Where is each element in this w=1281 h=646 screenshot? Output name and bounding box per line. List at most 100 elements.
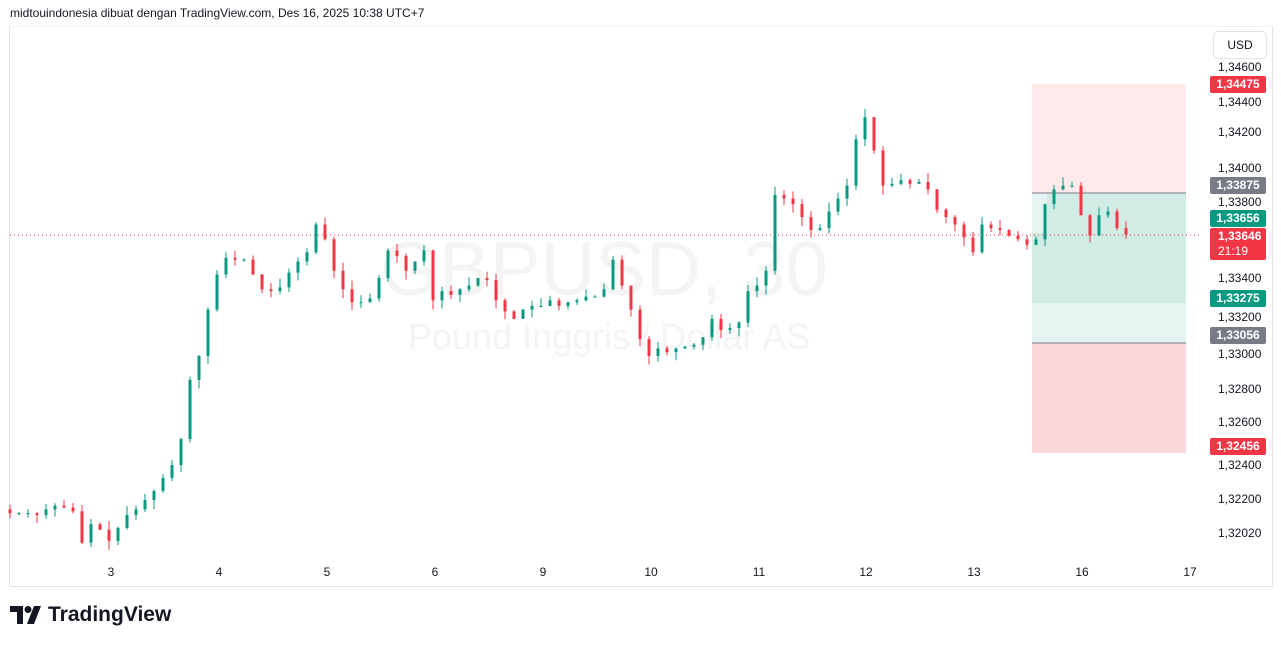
candle-down [80, 511, 84, 543]
y-tick: 1,32800 [1218, 382, 1262, 396]
y-tick: 1,32200 [1218, 492, 1262, 506]
bar-countdown: 21:19 [1218, 244, 1249, 258]
candle-down [485, 278, 489, 280]
x-tick: 12 [859, 565, 873, 579]
currency-button[interactable]: USD [1213, 31, 1267, 59]
x-tick: 9 [539, 565, 547, 579]
candle-down [944, 209, 948, 218]
candle-down [638, 309, 642, 340]
y-tick: 1,33800 [1218, 195, 1262, 209]
candle-up [188, 379, 192, 440]
candle-down [791, 198, 795, 205]
candles [8, 109, 1128, 550]
y-tick: 1,34400 [1218, 95, 1262, 109]
candle-up [899, 180, 903, 184]
candle-down [350, 289, 354, 303]
candle-down [341, 270, 345, 290]
candle-down [1025, 239, 1029, 245]
candle-up [476, 278, 480, 286]
candle-down [647, 339, 651, 356]
candle-up [368, 298, 372, 303]
y-tick: 1,34000 [1218, 161, 1262, 175]
candle-down [494, 280, 498, 301]
chart-header-text: midtouindonesia dibuat dengan TradingVie… [10, 6, 425, 20]
x-tick: 3 [107, 565, 115, 579]
candle-up [413, 261, 417, 271]
candle-up [980, 224, 984, 253]
candle-down [35, 513, 39, 515]
candle-up [683, 346, 687, 349]
candle-up [44, 509, 48, 515]
candle-up [836, 198, 840, 212]
candle-down [1007, 230, 1011, 236]
candle-down [989, 224, 993, 229]
candle-up [161, 477, 165, 491]
candle-up [521, 309, 525, 319]
candle-up [845, 185, 849, 199]
tradingview-logo[interactable]: TradingView [10, 603, 171, 627]
x-tick: 5 [323, 565, 331, 579]
x-tick: 10 [644, 565, 658, 579]
candle-up [134, 509, 138, 515]
candle-down [512, 311, 516, 319]
candle-down [953, 217, 957, 225]
candle-up [701, 337, 705, 345]
stop-zone [1032, 343, 1186, 453]
x-tick: 6 [431, 565, 439, 579]
candle-up [386, 250, 390, 279]
candle-down [872, 117, 876, 151]
y-tick: 1,32400 [1218, 458, 1262, 472]
chart-frame [9, 26, 1273, 587]
x-tick: 16 [1075, 565, 1089, 579]
y-tick: 1,33000 [1218, 347, 1262, 361]
candle-up [206, 309, 210, 356]
candle-down [323, 224, 327, 240]
candle-up [1043, 204, 1047, 240]
candle-up [53, 505, 57, 510]
candle-up [863, 117, 867, 140]
candle-up [278, 287, 282, 292]
candle-up [1097, 215, 1101, 236]
candle-up [530, 305, 534, 310]
stop-2-price-label: 1,33056 [1210, 327, 1266, 344]
candle-up [827, 211, 831, 229]
candle-down [260, 274, 264, 290]
tradingview-logo-icon [10, 606, 41, 624]
candle-up [89, 524, 93, 543]
candle-up [611, 259, 615, 290]
candle-up [305, 252, 309, 262]
candle-up [17, 513, 21, 515]
candle-up [170, 465, 174, 478]
candle-down [1016, 235, 1020, 240]
candle-down [962, 224, 966, 238]
y-tick: 1,34200 [1218, 125, 1262, 139]
last-price-value: 1,33646 [1218, 229, 1262, 243]
candle-down [449, 291, 453, 295]
candle-down [395, 250, 399, 256]
y-tick: 1,32600 [1218, 415, 1262, 429]
candle-up [287, 272, 291, 288]
candle-down [665, 348, 669, 353]
long-position-tool[interactable] [1032, 84, 1186, 453]
candle-down [251, 259, 255, 275]
candle-up [422, 250, 426, 262]
candle-up [917, 181, 921, 184]
candle-down [107, 529, 111, 541]
candle-up [26, 513, 30, 515]
candle-down [1079, 185, 1083, 216]
candle-up [458, 289, 462, 295]
candle-down [557, 300, 561, 306]
candle-up [710, 318, 714, 338]
candle-up [566, 302, 570, 306]
candle-down [1115, 211, 1119, 229]
candle-up [575, 300, 579, 303]
x-tick: 17 [1183, 565, 1197, 579]
candle-up [242, 259, 246, 261]
candle-up [296, 261, 300, 273]
candle-up [215, 274, 219, 310]
candle-down [269, 289, 273, 292]
candle-down [62, 505, 66, 508]
candle-down [935, 189, 939, 210]
candle-up [359, 302, 363, 304]
